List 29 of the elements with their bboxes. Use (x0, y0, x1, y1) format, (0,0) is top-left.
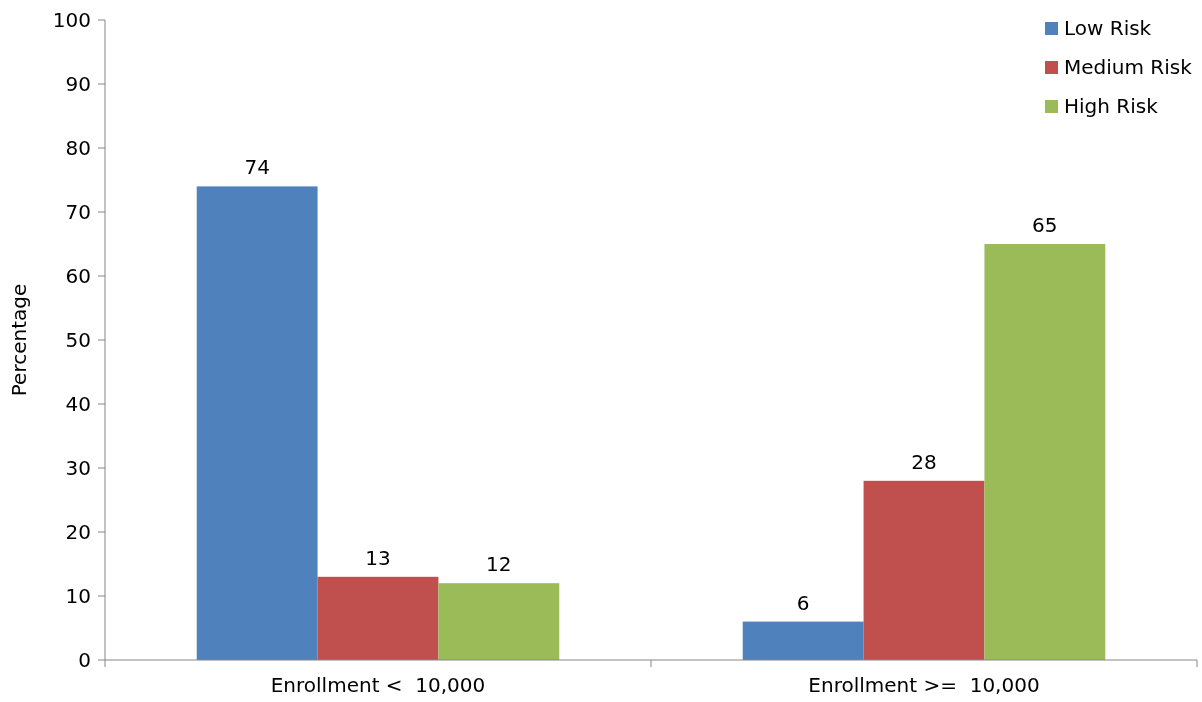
y-tick-label: 10 (65, 584, 91, 608)
y-tick-label: 90 (65, 72, 91, 96)
y-tick-label: 80 (65, 136, 91, 160)
y-tick-label: 20 (65, 520, 91, 544)
bar (196, 186, 318, 660)
bar (863, 480, 985, 660)
legend-label: Low Risk (1064, 16, 1152, 40)
y-tick-label: 60 (65, 264, 91, 288)
legend-label: High Risk (1064, 94, 1159, 118)
data-label: 74 (244, 155, 270, 180)
data-label: 12 (486, 552, 512, 577)
x-tick-label: Enrollment < 10,000 (270, 673, 486, 697)
bar (984, 244, 1106, 660)
data-label: 6 (796, 590, 810, 615)
y-tick-label: 50 (65, 328, 91, 352)
x-tick-label: Enrollment >= 10,000 (808, 673, 1040, 697)
y-tick-label: 30 (65, 456, 91, 480)
bar (438, 583, 560, 660)
y-tick-label: 0 (78, 648, 91, 672)
y-axis-title: Percentage (7, 283, 31, 397)
data-label: 65 (1032, 213, 1058, 237)
y-tick-label: 70 (65, 200, 91, 224)
y-tick-label: 40 (65, 392, 91, 416)
bar (742, 621, 864, 660)
y-tick-label: 100 (52, 8, 91, 32)
data-label: 28 (911, 449, 937, 474)
legend-label: Medium Risk (1064, 55, 1193, 79)
data-label: 13 (365, 545, 391, 570)
bar (317, 576, 439, 660)
